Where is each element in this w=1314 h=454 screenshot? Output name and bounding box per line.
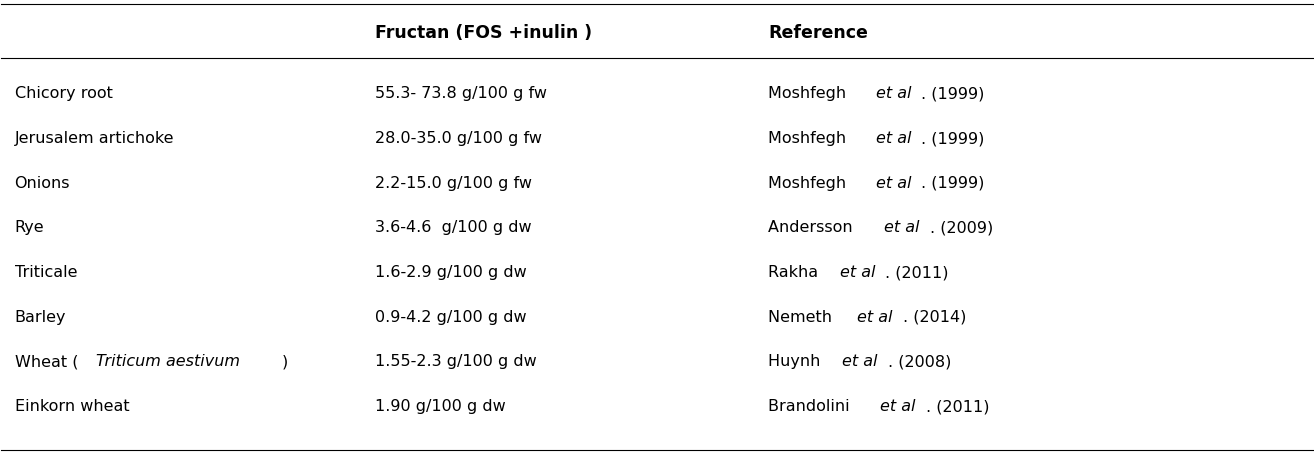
Text: et al: et al xyxy=(880,399,916,414)
Text: 28.0-35.0 g/100 g fw: 28.0-35.0 g/100 g fw xyxy=(374,131,543,146)
Text: Rakha: Rakha xyxy=(769,265,824,280)
Text: 3.6-4.6  g/100 g dw: 3.6-4.6 g/100 g dw xyxy=(374,220,532,236)
Text: Nemeth: Nemeth xyxy=(769,310,837,325)
Text: Moshfegh: Moshfegh xyxy=(769,176,851,191)
Text: . (2009): . (2009) xyxy=(930,220,993,236)
Text: et al: et al xyxy=(884,220,920,236)
Text: Fructan (FOS +inulin ): Fructan (FOS +inulin ) xyxy=(374,24,593,42)
Text: 1.90 g/100 g dw: 1.90 g/100 g dw xyxy=(374,399,506,414)
Text: 0.9-4.2 g/100 g dw: 0.9-4.2 g/100 g dw xyxy=(374,310,527,325)
Text: Reference: Reference xyxy=(769,24,869,42)
Text: Jerusalem artichoke: Jerusalem artichoke xyxy=(14,131,173,146)
Text: Moshfegh: Moshfegh xyxy=(769,86,851,101)
Text: . (2008): . (2008) xyxy=(888,355,951,370)
Text: Triticale: Triticale xyxy=(14,265,78,280)
Text: 2.2-15.0 g/100 g fw: 2.2-15.0 g/100 g fw xyxy=(374,176,532,191)
Text: Rye: Rye xyxy=(14,220,45,236)
Text: Huynh: Huynh xyxy=(769,355,827,370)
Text: . (1999): . (1999) xyxy=(921,131,984,146)
Text: et al: et al xyxy=(840,265,875,280)
Text: Brandolini: Brandolini xyxy=(769,399,855,414)
Text: . (2011): . (2011) xyxy=(886,265,949,280)
Text: Moshfegh: Moshfegh xyxy=(769,131,851,146)
Text: et al: et al xyxy=(875,86,911,101)
Text: Wheat (: Wheat ( xyxy=(14,355,78,370)
Text: ): ) xyxy=(281,355,288,370)
Text: 1.55-2.3 g/100 g dw: 1.55-2.3 g/100 g dw xyxy=(374,355,537,370)
Text: et al: et al xyxy=(875,131,911,146)
Text: Einkorn wheat: Einkorn wheat xyxy=(14,399,129,414)
Text: . (1999): . (1999) xyxy=(921,86,984,101)
Text: et al: et al xyxy=(858,310,894,325)
Text: 1.6-2.9 g/100 g dw: 1.6-2.9 g/100 g dw xyxy=(374,265,527,280)
Text: et al: et al xyxy=(875,176,911,191)
Text: Onions: Onions xyxy=(14,176,70,191)
Text: 55.3- 73.8 g/100 g fw: 55.3- 73.8 g/100 g fw xyxy=(374,86,547,101)
Text: . (2014): . (2014) xyxy=(903,310,967,325)
Text: Barley: Barley xyxy=(14,310,66,325)
Text: . (1999): . (1999) xyxy=(921,176,984,191)
Text: Chicory root: Chicory root xyxy=(14,86,113,101)
Text: et al: et al xyxy=(842,355,878,370)
Text: Triticum aestivum: Triticum aestivum xyxy=(96,355,240,370)
Text: . (2011): . (2011) xyxy=(926,399,989,414)
Text: Andersson: Andersson xyxy=(769,220,858,236)
